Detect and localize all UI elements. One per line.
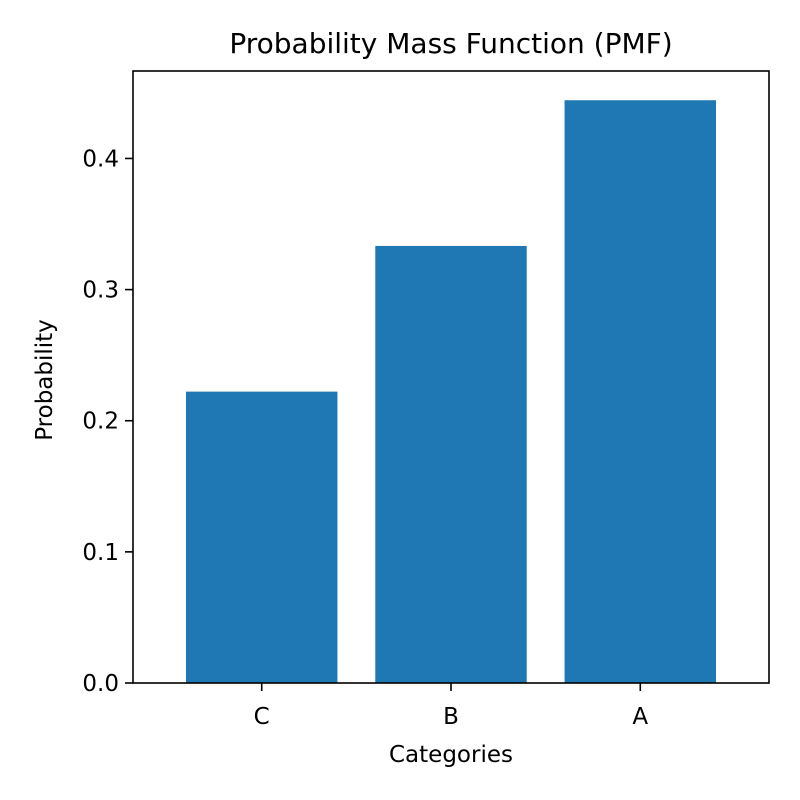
y-tick-label: 0.4: [82, 146, 119, 172]
y-axis-ticks: 0.0 0.1 0.2 0.3 0.4: [82, 146, 133, 697]
bar-A: [564, 100, 716, 683]
chart-title: Probability Mass Function (PMF): [229, 27, 672, 60]
plot-frame: [132, 70, 770, 684]
x-tick-label: B: [443, 704, 459, 730]
y-tick-label: 0.3: [82, 278, 119, 304]
y-tick-label: 0.1: [82, 540, 119, 566]
y-tick-label: 0.0: [82, 671, 119, 697]
x-axis-label: Categories: [389, 742, 513, 768]
x-tick-label: C: [254, 704, 270, 730]
y-tick-label: 0.2: [82, 409, 119, 435]
x-tick-label: A: [632, 704, 648, 730]
bar-B: [375, 245, 527, 684]
bar-C: [186, 391, 338, 683]
bars-layer: [186, 100, 716, 684]
y-axis-label: Probability: [32, 319, 58, 441]
